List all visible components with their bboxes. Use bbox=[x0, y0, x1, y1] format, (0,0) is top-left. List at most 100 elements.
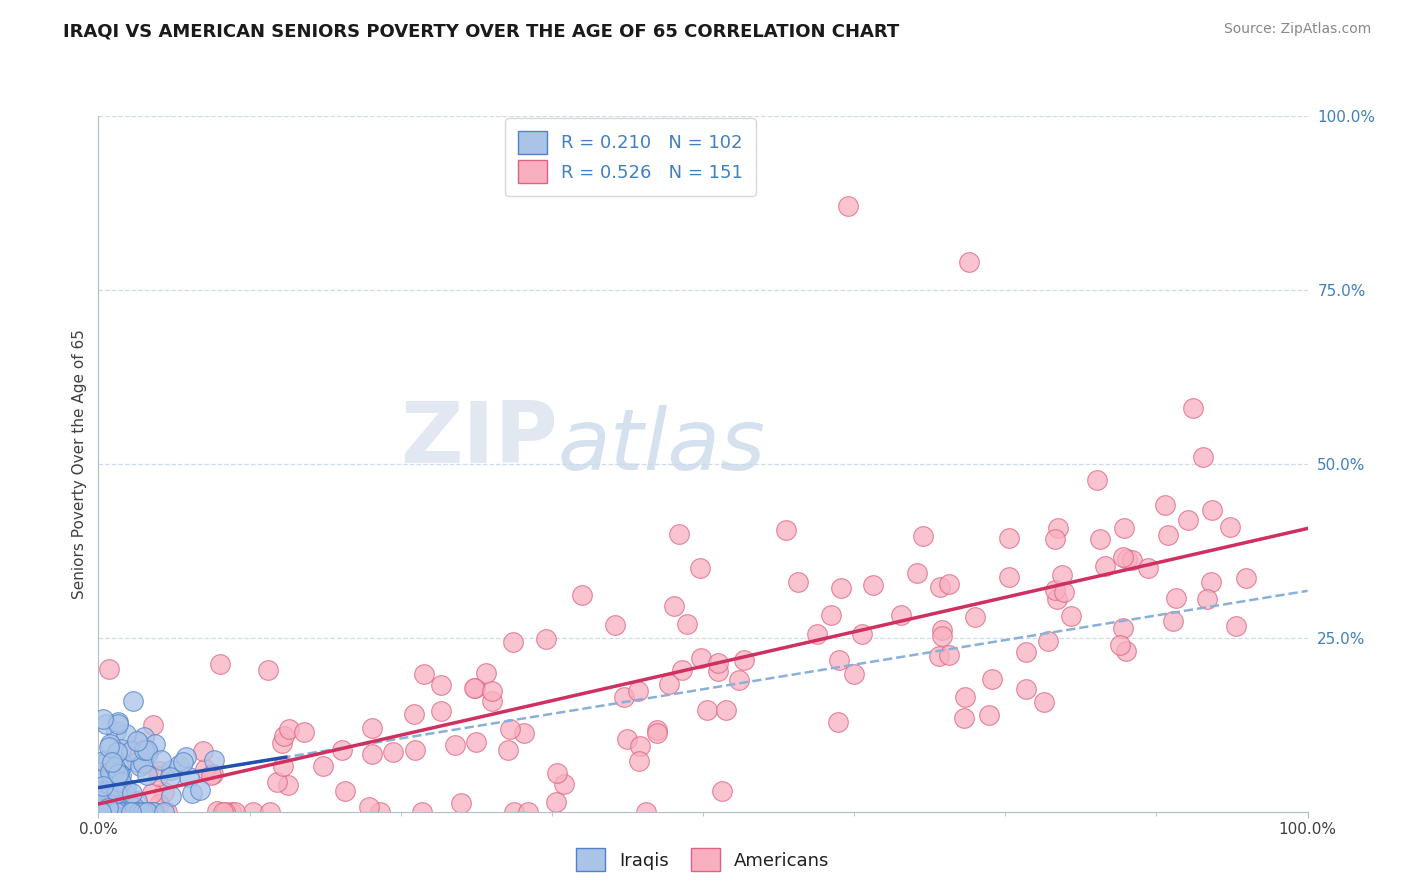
Point bbox=[820, 608, 842, 623]
Point bbox=[733, 652, 755, 666]
Point bbox=[603, 617, 626, 632]
Point bbox=[359, 800, 381, 814]
Point bbox=[193, 744, 215, 758]
Point bbox=[696, 703, 718, 717]
Point bbox=[517, 805, 540, 819]
Point bbox=[91, 712, 114, 726]
Point bbox=[91, 772, 114, 786]
Text: IRAQI VS AMERICAN SENIORS POVERTY OVER THE AGE OF 65 CORRELATION CHART: IRAQI VS AMERICAN SENIORS POVERTY OVER T… bbox=[63, 22, 900, 40]
Point bbox=[277, 722, 299, 736]
Point bbox=[481, 694, 503, 708]
Point bbox=[194, 762, 217, 776]
Point bbox=[98, 764, 121, 779]
Point bbox=[118, 805, 141, 819]
Point bbox=[553, 777, 575, 791]
Point bbox=[1177, 513, 1199, 527]
Point bbox=[1050, 568, 1073, 582]
Point bbox=[101, 797, 124, 812]
Point bbox=[101, 805, 124, 819]
Legend: R = 0.210   N = 102, R = 0.526   N = 151: R = 0.210 N = 102, R = 0.526 N = 151 bbox=[505, 118, 755, 196]
Point bbox=[1121, 553, 1143, 567]
Point bbox=[90, 804, 112, 818]
Point bbox=[368, 805, 391, 819]
Point bbox=[1015, 682, 1038, 697]
Point bbox=[108, 784, 131, 798]
Point bbox=[444, 738, 467, 752]
Point bbox=[1038, 633, 1060, 648]
Point bbox=[97, 753, 120, 767]
Point bbox=[411, 805, 433, 819]
Point bbox=[172, 755, 194, 769]
Point bbox=[1114, 521, 1136, 535]
Point bbox=[1199, 575, 1222, 590]
Point bbox=[91, 779, 114, 793]
Point bbox=[465, 734, 488, 748]
Point bbox=[107, 775, 129, 789]
Point bbox=[1085, 473, 1108, 487]
Point bbox=[128, 805, 150, 819]
Point bbox=[710, 783, 733, 797]
Point bbox=[98, 805, 121, 819]
Point bbox=[160, 789, 183, 803]
Point bbox=[953, 690, 976, 704]
Point bbox=[124, 800, 146, 814]
Point bbox=[120, 744, 142, 758]
Point bbox=[628, 739, 651, 753]
Point bbox=[862, 578, 884, 592]
Point bbox=[413, 667, 436, 681]
Point bbox=[129, 758, 152, 772]
Point bbox=[122, 805, 145, 819]
Point bbox=[502, 635, 524, 649]
Point bbox=[271, 759, 294, 773]
Point bbox=[127, 755, 149, 769]
Point bbox=[1108, 638, 1130, 652]
Point bbox=[98, 778, 121, 792]
Point bbox=[312, 759, 335, 773]
Point bbox=[98, 737, 121, 751]
Point bbox=[101, 772, 124, 786]
Point bbox=[146, 769, 169, 783]
Point bbox=[105, 805, 128, 819]
Point bbox=[953, 711, 976, 725]
Point bbox=[671, 663, 693, 677]
Point bbox=[91, 755, 114, 769]
Point bbox=[108, 798, 131, 813]
Point bbox=[111, 756, 134, 770]
Point bbox=[107, 716, 129, 731]
Point bbox=[93, 805, 115, 819]
Point bbox=[156, 805, 179, 819]
Point bbox=[271, 735, 294, 749]
Text: Source: ZipAtlas.com: Source: ZipAtlas.com bbox=[1223, 22, 1371, 37]
Point bbox=[360, 747, 382, 762]
Point bbox=[464, 681, 486, 695]
Point bbox=[103, 802, 125, 816]
Point bbox=[360, 721, 382, 735]
Point bbox=[256, 663, 278, 677]
Point bbox=[613, 690, 636, 705]
Point bbox=[259, 805, 281, 819]
Point bbox=[645, 723, 668, 738]
Point bbox=[1046, 592, 1069, 607]
Point bbox=[145, 737, 167, 751]
Point bbox=[1060, 608, 1083, 623]
Point bbox=[97, 805, 120, 819]
Point bbox=[120, 746, 142, 760]
Point bbox=[689, 560, 711, 574]
Point bbox=[107, 715, 129, 730]
Point bbox=[89, 805, 111, 819]
Point bbox=[110, 774, 132, 789]
Point bbox=[571, 588, 593, 602]
Point bbox=[1045, 532, 1067, 546]
Point bbox=[330, 743, 353, 757]
Point bbox=[1116, 552, 1139, 566]
Point bbox=[200, 768, 222, 782]
Point bbox=[1195, 591, 1218, 606]
Point bbox=[928, 648, 950, 663]
Point bbox=[1201, 503, 1223, 517]
Point bbox=[125, 794, 148, 808]
Point bbox=[662, 599, 685, 613]
Point bbox=[1181, 401, 1204, 416]
Point bbox=[890, 608, 912, 623]
Point bbox=[546, 766, 568, 780]
Point bbox=[100, 805, 122, 819]
